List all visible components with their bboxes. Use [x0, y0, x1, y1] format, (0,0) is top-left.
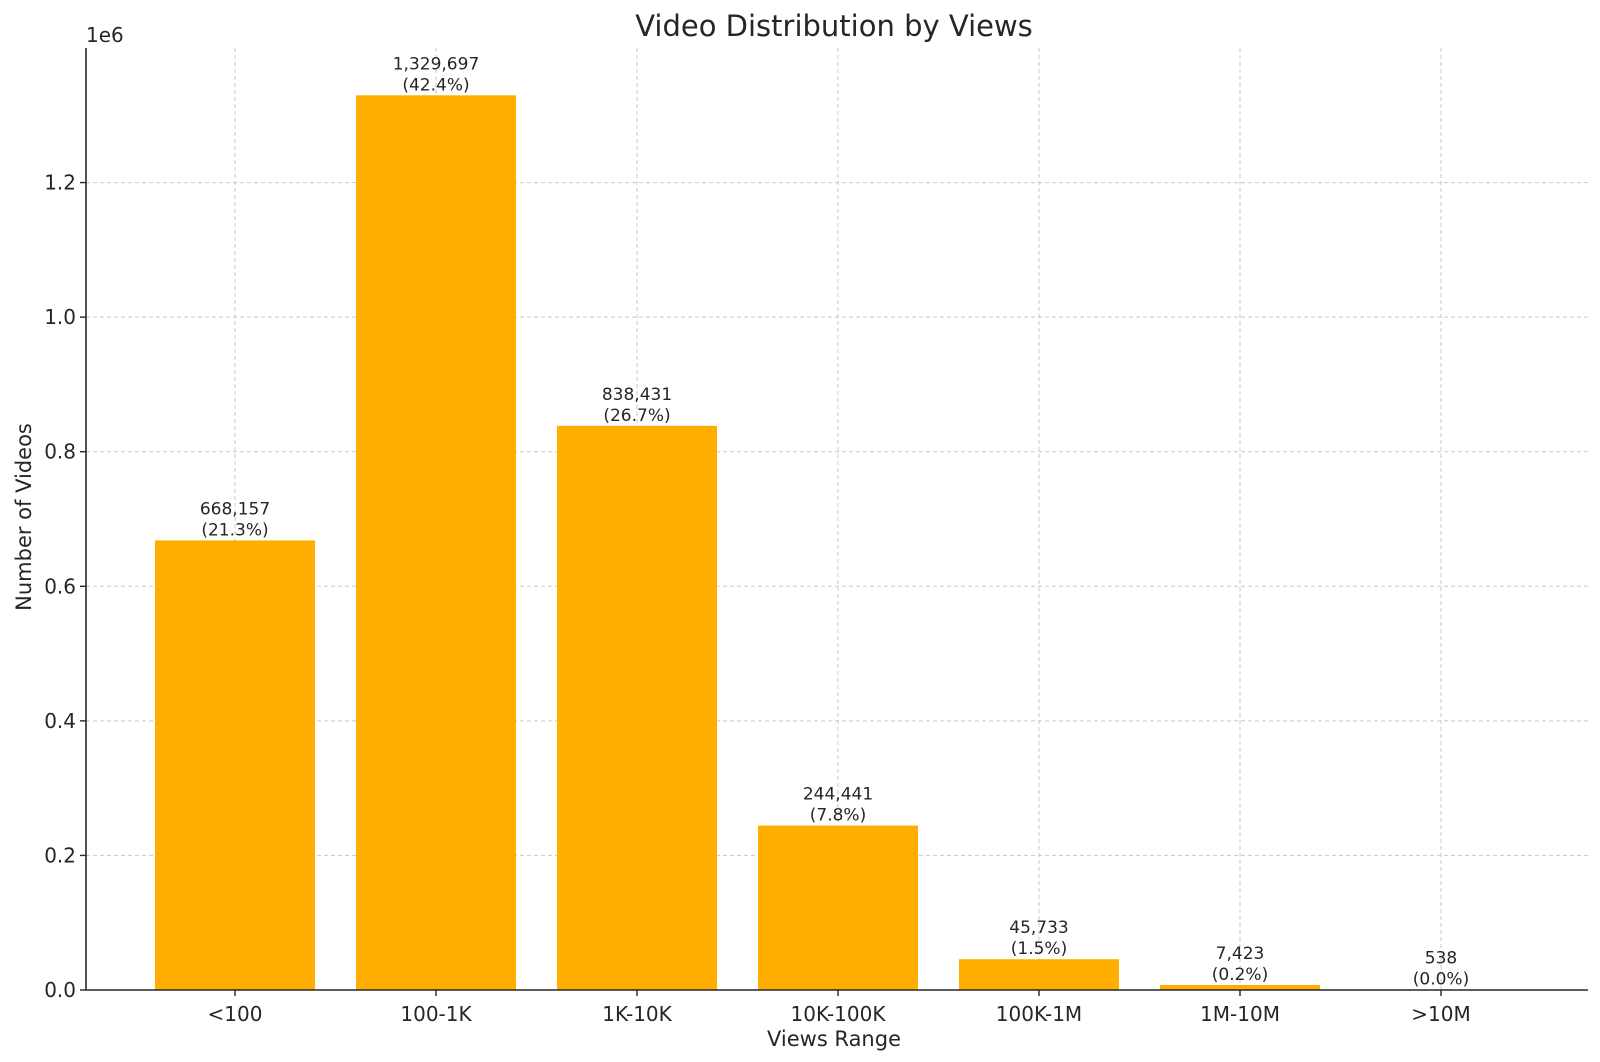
x-axis-label: Views Range	[767, 1027, 901, 1051]
x-tick-label: 100K-1M	[996, 1002, 1082, 1026]
bar-percent-label: (0.0%)	[1413, 970, 1469, 990]
y-tick-label: 0.0	[44, 978, 76, 1002]
bar	[356, 95, 516, 990]
y-axis-label: Number of Videos	[12, 423, 36, 611]
y-tick-label: 1.0	[44, 305, 76, 329]
bar-value-label: 538	[1425, 949, 1457, 969]
bar-percent-label: (1.5%)	[1011, 939, 1067, 959]
y-tick-label: 0.8	[44, 440, 76, 464]
y-axis-offset-label: 1e6	[86, 23, 124, 47]
data-labels: (21.3%)668,157 (42.4%)1,329,697 (26.7%)838…	[200, 54, 1469, 989]
bar-percent-label: (7.8%)	[810, 806, 866, 826]
bar	[959, 959, 1119, 990]
bar-value-label: 244,441	[803, 785, 873, 805]
y-tick-label: 0.6	[44, 574, 76, 598]
y-tick-label: 1.2	[44, 171, 76, 195]
bar-value-label: 668,157	[200, 499, 270, 519]
x-tick-label: >10M	[1411, 1002, 1470, 1026]
bar	[557, 425, 717, 990]
bar-value-label: 838,431	[602, 385, 672, 405]
bar-percent-label: (42.4%)	[402, 75, 469, 95]
bar-value-label: 7,423	[1216, 944, 1265, 964]
x-tick-label: 1M-10M	[1200, 1002, 1280, 1026]
bar	[758, 825, 918, 990]
bar-value-label: 1,329,697	[393, 54, 480, 74]
bar	[1160, 985, 1320, 990]
x-tick-label: 10K-100K	[791, 1002, 887, 1026]
x-tick-label: <100	[208, 1002, 263, 1026]
bar-value-label: 45,733	[1009, 918, 1068, 938]
bar-percent-label: (26.7%)	[603, 406, 670, 426]
chart-title: Video Distribution by Views	[635, 9, 1033, 43]
x-tick-label: 1K-10K	[602, 1002, 672, 1026]
axes: 0.0 0.2 0.4 0.6 0.8 1.0 1.2 <100 100-1K 1K-10K 10K…	[44, 48, 1588, 1026]
x-tick-label: 100-1K	[400, 1002, 472, 1026]
bar-percent-label: (0.2%)	[1212, 965, 1268, 985]
bars	[155, 95, 1521, 990]
bar-percent-label: (21.3%)	[201, 520, 268, 540]
y-tick-label: 0.2	[44, 843, 76, 867]
y-tick-label: 0.4	[44, 709, 76, 733]
bar	[155, 540, 315, 990]
